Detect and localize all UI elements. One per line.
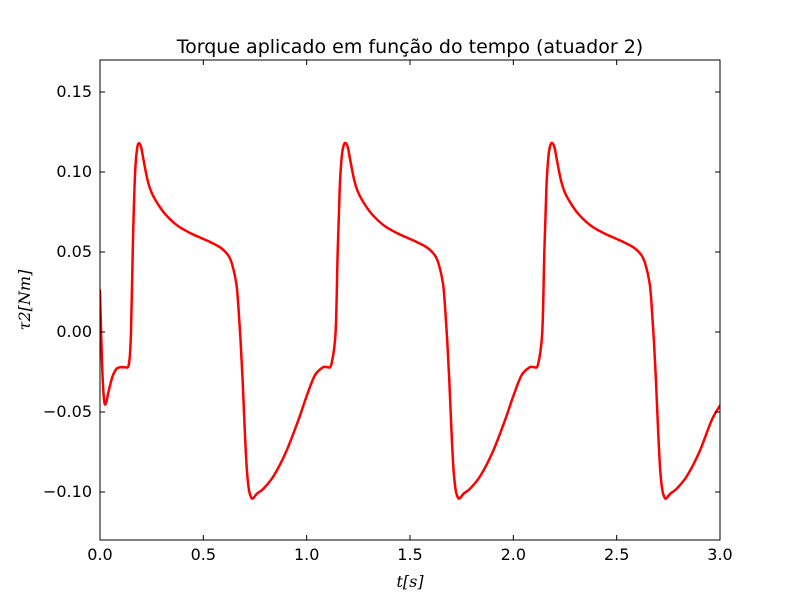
x-tick-label: 2.0 [501, 545, 526, 564]
series-line [100, 141, 720, 500]
x-tick-label: 1.0 [294, 545, 319, 564]
x-tick-label: 0.5 [191, 545, 216, 564]
y-tick-label: 0.00 [56, 322, 92, 341]
chart-title: Torque aplicado em função do tempo (atua… [176, 36, 643, 58]
x-tick-label: 0.0 [87, 545, 112, 564]
x-tick-label: 1.5 [397, 545, 422, 564]
series-layer [100, 141, 720, 500]
x-axis-label: t[s] [396, 572, 424, 591]
y-axis: −0.10 −0.05 0.00 0.05 0.10 0.15 [43, 82, 720, 501]
x-tick-label: 3.0 [707, 545, 732, 564]
x-axis: 0.0 0.5 1.0 1.5 2.0 2.5 3.0 [87, 60, 733, 564]
x-tick-label: 2.5 [604, 545, 629, 564]
y-tick-label: −0.10 [43, 482, 92, 501]
y-tick-label: 0.10 [56, 162, 92, 181]
y-tick-label: 0.15 [56, 82, 92, 101]
y-tick-label: 0.05 [56, 242, 92, 261]
y-axis-label: τ2[Nm] [15, 269, 34, 330]
y-tick-label: −0.05 [43, 402, 92, 421]
